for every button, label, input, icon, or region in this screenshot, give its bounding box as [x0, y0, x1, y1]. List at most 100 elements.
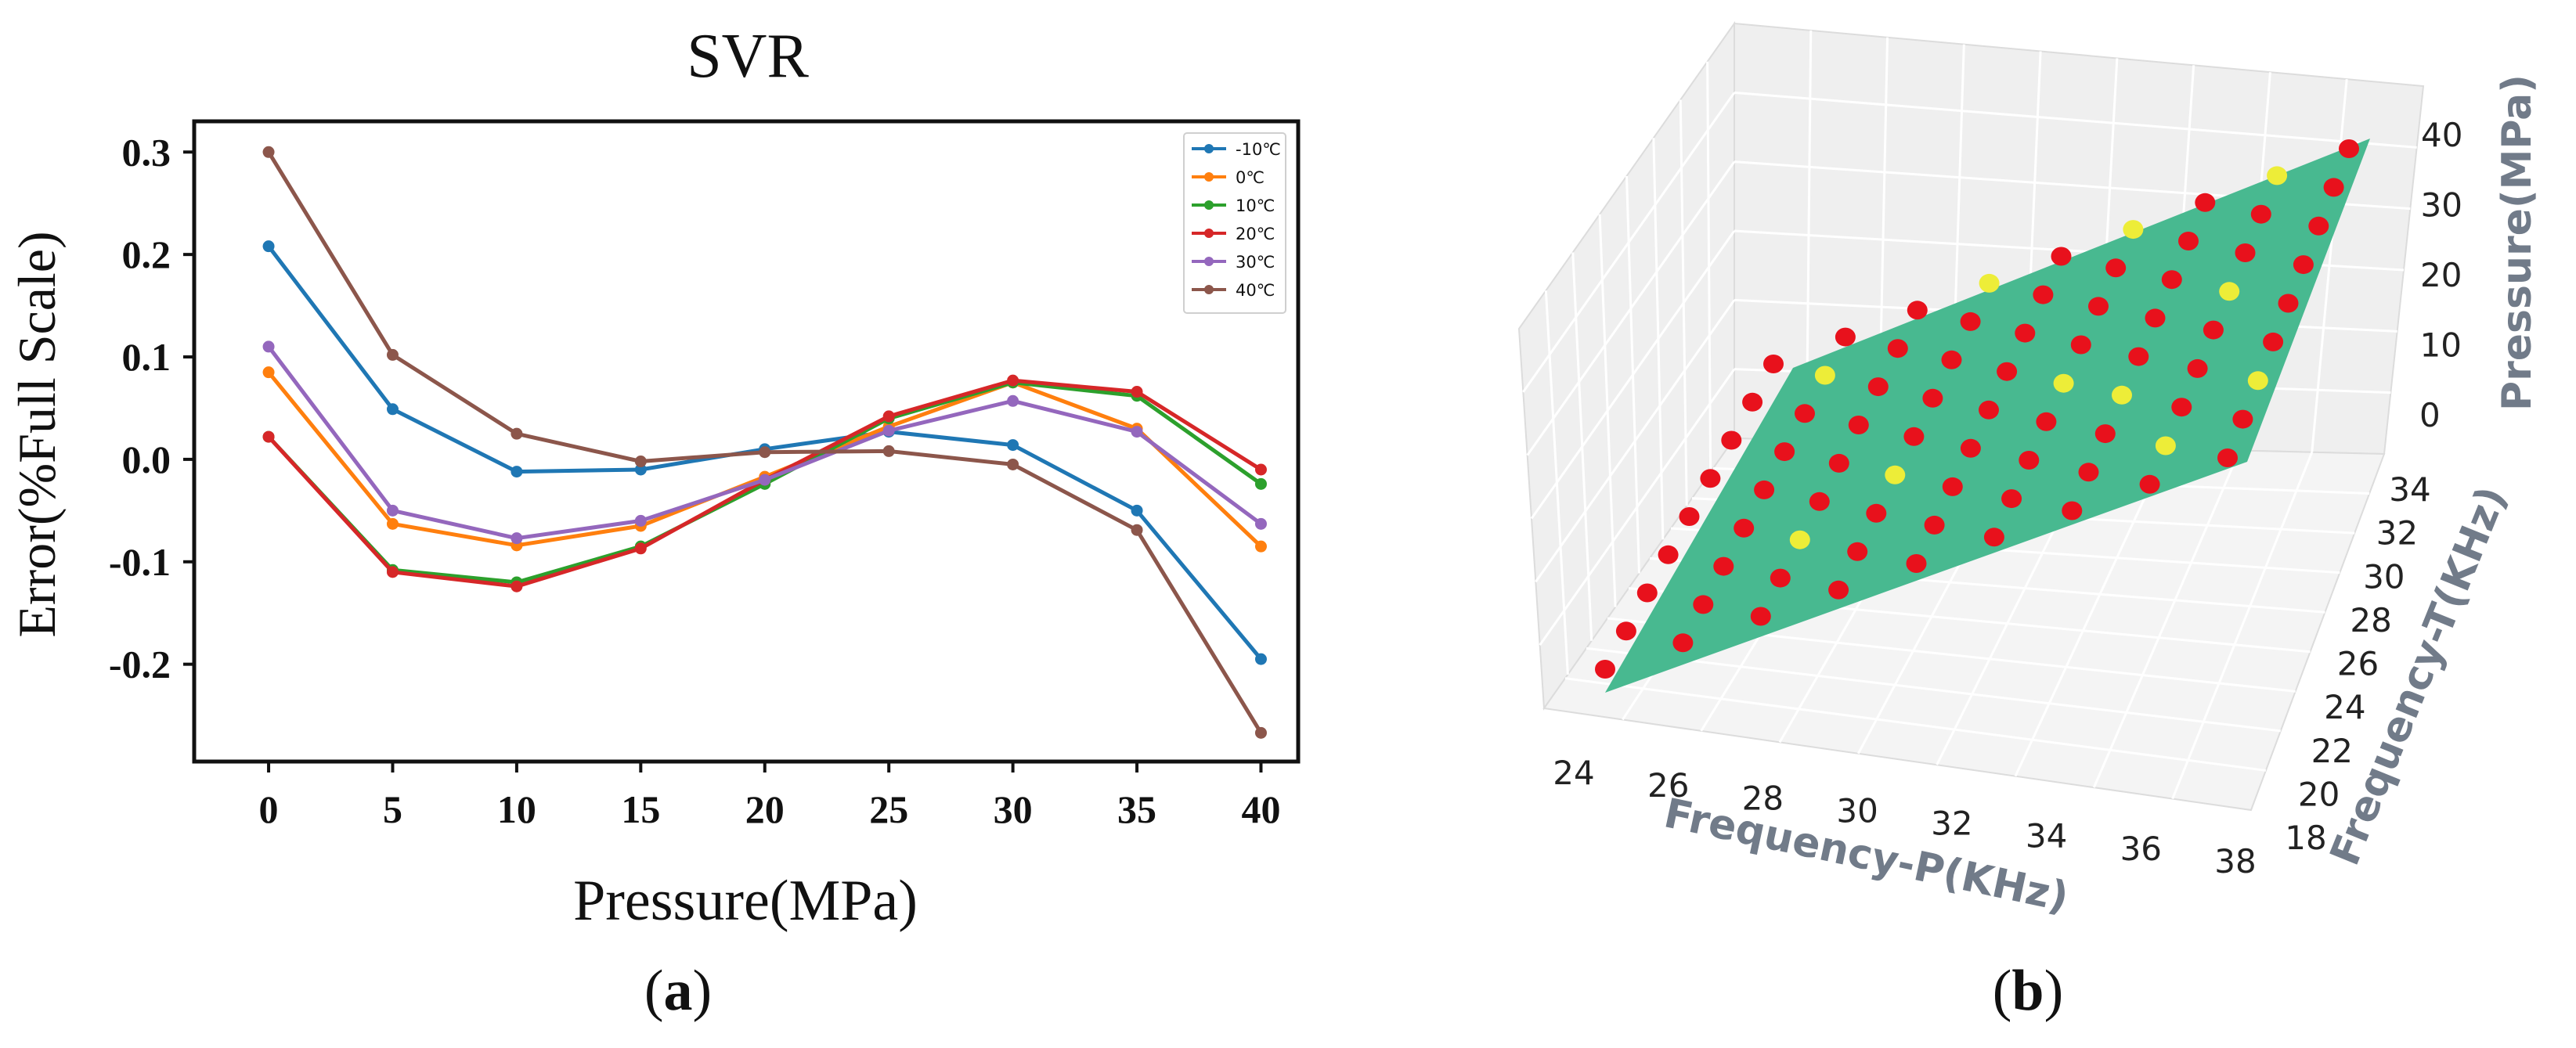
data-point — [1254, 540, 1267, 553]
data-point-yellow — [2123, 220, 2144, 239]
x-tick-label: 40 — [1241, 787, 1280, 831]
data-point-red — [2019, 451, 2040, 470]
data-point — [1254, 653, 1267, 665]
caption-close: ) — [2044, 959, 2064, 1023]
legend-item: -10℃ — [1192, 140, 1281, 159]
caption-letter: b — [2011, 959, 2044, 1023]
data-point-yellow — [1885, 465, 1906, 484]
y-tick-label: -0.1 — [109, 540, 171, 584]
gridline — [1526, 160, 1736, 456]
legend-label: -10℃ — [1236, 140, 1281, 159]
caption-open: ( — [1993, 959, 2012, 1023]
data-point-red — [1595, 660, 1615, 679]
legend-label: 20℃ — [1236, 225, 1275, 243]
data-point — [386, 403, 399, 416]
data-point-red — [1960, 312, 1981, 331]
gridline — [1522, 92, 1736, 393]
z-tick-label: 40 — [2421, 116, 2462, 154]
data-point-red — [2232, 409, 2253, 429]
legend-label: 10℃ — [1236, 196, 1275, 215]
data-point-red — [2015, 323, 2036, 343]
data-point-yellow — [2155, 436, 2176, 456]
data-point — [511, 466, 523, 478]
data-point-red — [1713, 556, 1734, 576]
y-tick-label: 22 — [2311, 732, 2353, 770]
y-tick-label: -0.2 — [109, 643, 171, 686]
x-tick-label: 20 — [745, 787, 785, 831]
data-point — [634, 456, 647, 468]
data-point-red — [1721, 430, 1742, 450]
data-point-red — [2036, 412, 2057, 431]
data-point-red — [2187, 358, 2208, 378]
gridline — [1564, 677, 2267, 772]
data-point — [1007, 458, 1019, 470]
data-point-yellow — [2247, 371, 2268, 391]
legend-label: 30℃ — [1236, 253, 1275, 272]
data-point-red — [2203, 320, 2224, 340]
data-point — [262, 146, 275, 158]
data-point-red — [1774, 442, 1795, 462]
x-axis-label: Pressure(MPa) — [573, 869, 918, 933]
data-point — [759, 446, 771, 459]
data-point-red — [1979, 400, 1999, 420]
data-point — [1007, 374, 1019, 387]
legend-marker — [1204, 172, 1214, 182]
data-point-red — [1922, 388, 1943, 408]
data-point-red — [2235, 243, 2256, 262]
x-tick-label: 34 — [2026, 817, 2067, 855]
legend-marker — [1204, 257, 1214, 266]
gridline — [1535, 299, 1736, 583]
data-point-red — [1679, 507, 1700, 526]
y-tick-label: 26 — [2337, 645, 2379, 683]
data-point — [1254, 517, 1267, 530]
data-point — [759, 474, 771, 486]
data-point-red — [1867, 377, 1889, 397]
data-point — [634, 514, 647, 527]
y-axis-ticks: 18 20 22 24 26 28 30 32 34 — [2285, 470, 2430, 857]
data-point-red — [1960, 438, 1981, 458]
data-point-red — [1750, 607, 1771, 626]
data-point-red — [2139, 474, 2160, 494]
data-point-red — [1693, 595, 1714, 614]
data-point-yellow — [1979, 273, 2000, 293]
data-point-red — [2051, 247, 2072, 266]
y-tick-label: 0.2 — [122, 232, 171, 276]
data-point — [1254, 477, 1267, 490]
chart-title: SVR — [687, 22, 809, 91]
caption-close: ) — [693, 959, 713, 1023]
data-point — [882, 424, 895, 437]
data-point — [634, 542, 647, 555]
data-point-red — [2033, 285, 2054, 304]
y-tick-label: 20 — [2298, 775, 2340, 813]
data-point-red — [2078, 463, 2099, 482]
data-point — [262, 340, 275, 353]
z-tick-label: 30 — [2421, 186, 2462, 225]
data-point-red — [2070, 335, 2091, 355]
x-tick-label: 32 — [1931, 805, 1972, 843]
x-tick-label: 28 — [1742, 779, 1784, 817]
data-point — [1254, 726, 1267, 739]
series-lines — [262, 146, 1267, 739]
data-point-red — [1742, 392, 1763, 412]
data-point-red — [2195, 193, 2216, 212]
data-point-red — [2308, 216, 2329, 236]
gridline — [2092, 449, 2241, 788]
data-point — [1131, 426, 1143, 438]
panel-b-3d-surface: 24 26 28 30 32 34 36 38 18 20 22 24 26 28 30 32 34 0 10 2… — [1517, 20, 2541, 1023]
y-tick-label: 34 — [2389, 470, 2430, 509]
data-point-red — [1734, 518, 1755, 538]
y-tick-label: 18 — [2285, 819, 2326, 857]
gridline — [1734, 91, 2417, 149]
data-point-red — [2161, 270, 2182, 290]
data-point-red — [1941, 350, 1962, 369]
y-tick-label: 24 — [2324, 688, 2365, 726]
x-tick-label: 15 — [621, 787, 660, 831]
data-point-red — [2088, 297, 2109, 316]
data-point — [511, 427, 523, 440]
data-point-red — [1907, 301, 1928, 320]
data-point-red — [1770, 568, 1791, 588]
panel-a-line-chart: SVR 0.3 0.2 0.1 0.0 -0.1 -0.2 0 5 10 15 20 25 30 35 4… — [7, 22, 1301, 1023]
data-point-yellow — [1814, 366, 1835, 385]
legend-marker — [1204, 285, 1214, 294]
